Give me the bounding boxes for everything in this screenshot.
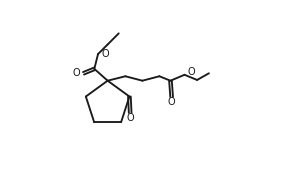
Text: O: O — [126, 113, 134, 123]
Text: O: O — [101, 49, 109, 59]
Text: O: O — [73, 68, 80, 78]
Text: O: O — [187, 67, 195, 77]
Text: O: O — [168, 97, 176, 107]
